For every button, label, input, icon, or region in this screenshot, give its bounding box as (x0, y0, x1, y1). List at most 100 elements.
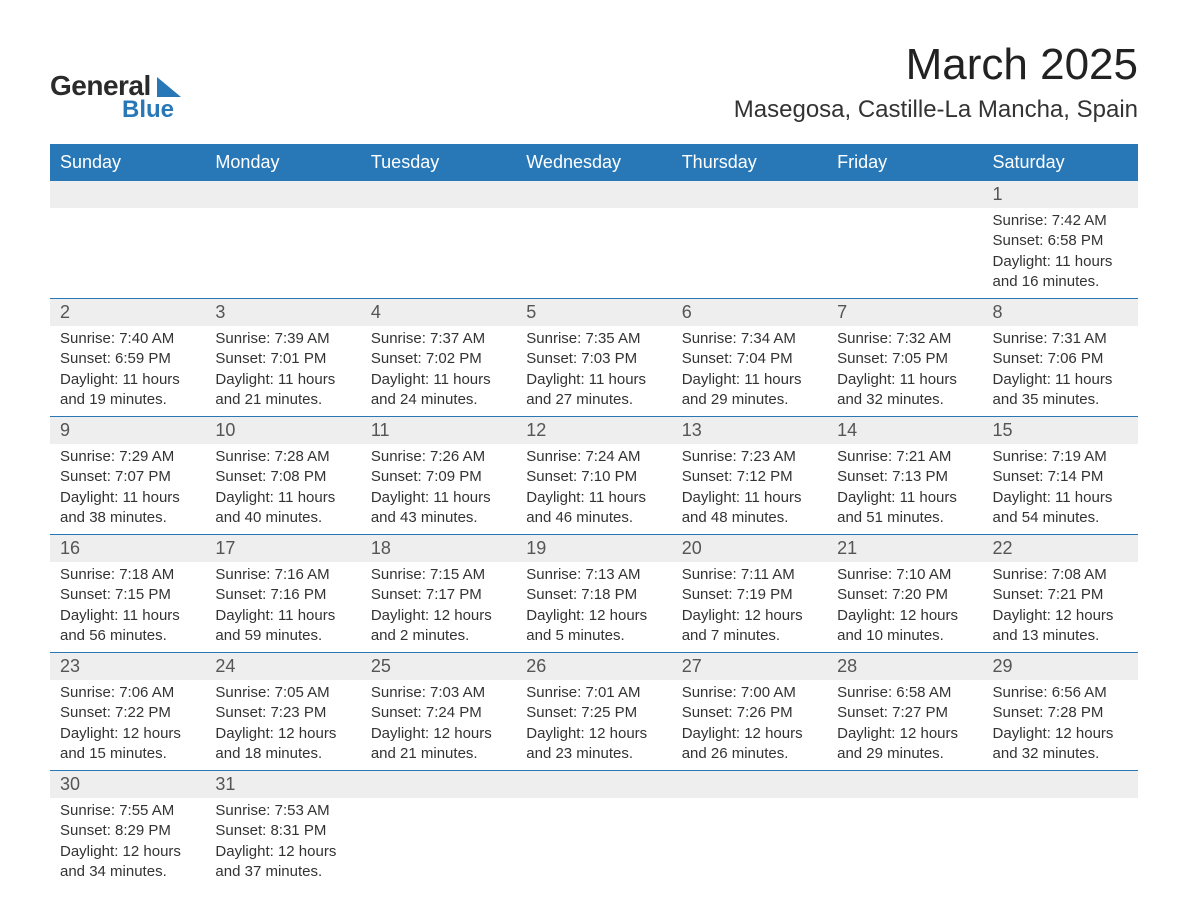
empty-day-cell (361, 771, 516, 799)
day-number: 21 (827, 535, 982, 562)
location: Masegosa, Castille-La Mancha, Spain (734, 96, 1138, 124)
empty-day-cell (205, 208, 360, 299)
day-number: 14 (827, 417, 982, 444)
day-data: Sunrise: 7:16 AMSunset: 7:16 PMDaylight:… (205, 562, 360, 652)
sunset-line: Sunset: 7:23 PM (215, 703, 350, 723)
daylight-line: Daylight: 12 hours and 7 minutes. (682, 606, 817, 647)
sunset-line: Sunset: 7:04 PM (682, 349, 817, 369)
daylight-line: Daylight: 11 hours and 19 minutes. (60, 370, 195, 411)
daylight-line: Daylight: 11 hours and 24 minutes. (371, 370, 506, 411)
day-data: Sunrise: 7:10 AMSunset: 7:20 PMDaylight:… (827, 562, 982, 652)
sunrise-line: Sunrise: 7:35 AM (526, 329, 661, 349)
sunrise-line: Sunrise: 7:03 AM (371, 683, 506, 703)
daylight-line: Daylight: 12 hours and 15 minutes. (60, 724, 195, 765)
day-number: 6 (672, 299, 827, 326)
empty-day-cell (827, 798, 982, 888)
empty-day-cell (361, 208, 516, 299)
day-data: Sunrise: 7:35 AMSunset: 7:03 PMDaylight:… (516, 326, 671, 416)
day-number: 18 (361, 535, 516, 562)
week-number-row: 23242526272829 (50, 653, 1138, 681)
day-number: 11 (361, 417, 516, 444)
day-data: Sunrise: 7:00 AMSunset: 7:26 PMDaylight:… (672, 680, 827, 770)
day-data: Sunrise: 7:03 AMSunset: 7:24 PMDaylight:… (361, 680, 516, 770)
title-block: March 2025 Masegosa, Castille-La Mancha,… (734, 40, 1138, 124)
day-data: Sunrise: 7:01 AMSunset: 7:25 PMDaylight:… (516, 680, 671, 770)
daylight-line: Daylight: 11 hours and 27 minutes. (526, 370, 661, 411)
day-number: 1 (983, 181, 1138, 208)
daylight-line: Daylight: 11 hours and 32 minutes. (837, 370, 972, 411)
sunrise-line: Sunrise: 7:28 AM (215, 447, 350, 467)
sunset-line: Sunset: 7:02 PM (371, 349, 506, 369)
empty-day-cell (672, 208, 827, 299)
sunrise-line: Sunrise: 7:29 AM (60, 447, 195, 467)
empty-day-cell (361, 181, 516, 208)
sunrise-line: Sunrise: 7:11 AM (682, 565, 817, 585)
weekday-header: Monday (205, 144, 360, 181)
sunrise-line: Sunrise: 7:32 AM (837, 329, 972, 349)
day-number: 22 (983, 535, 1138, 562)
sunset-line: Sunset: 7:24 PM (371, 703, 506, 723)
daylight-line: Daylight: 12 hours and 23 minutes. (526, 724, 661, 765)
sunrise-line: Sunrise: 7:34 AM (682, 329, 817, 349)
sunset-line: Sunset: 7:20 PM (837, 585, 972, 605)
daylight-line: Daylight: 12 hours and 13 minutes. (993, 606, 1128, 647)
day-data: Sunrise: 7:53 AMSunset: 8:31 PMDaylight:… (205, 798, 360, 888)
empty-day-cell (205, 181, 360, 208)
sunrise-line: Sunrise: 7:53 AM (215, 801, 350, 821)
day-data: Sunrise: 7:19 AMSunset: 7:14 PMDaylight:… (983, 444, 1138, 534)
day-number: 16 (50, 535, 205, 562)
daylight-line: Daylight: 12 hours and 29 minutes. (837, 724, 972, 765)
weekday-header-row: SundayMondayTuesdayWednesdayThursdayFrid… (50, 144, 1138, 181)
daylight-line: Daylight: 11 hours and 16 minutes. (993, 252, 1128, 293)
daylight-line: Daylight: 11 hours and 35 minutes. (993, 370, 1128, 411)
sunset-line: Sunset: 7:18 PM (526, 585, 661, 605)
empty-day-cell (827, 181, 982, 208)
daylight-line: Daylight: 11 hours and 56 minutes. (60, 606, 195, 647)
daylight-line: Daylight: 11 hours and 59 minutes. (215, 606, 350, 647)
daylight-line: Daylight: 11 hours and 21 minutes. (215, 370, 350, 411)
sunrise-line: Sunrise: 7:39 AM (215, 329, 350, 349)
day-number: 12 (516, 417, 671, 444)
week-data-row: Sunrise: 7:55 AMSunset: 8:29 PMDaylight:… (50, 798, 1138, 888)
sunset-line: Sunset: 7:17 PM (371, 585, 506, 605)
sunrise-line: Sunrise: 7:19 AM (993, 447, 1128, 467)
sunrise-line: Sunrise: 7:00 AM (682, 683, 817, 703)
week-data-row: Sunrise: 7:06 AMSunset: 7:22 PMDaylight:… (50, 680, 1138, 771)
sunset-line: Sunset: 7:22 PM (60, 703, 195, 723)
day-number: 28 (827, 653, 982, 680)
daylight-line: Daylight: 12 hours and 34 minutes. (60, 842, 195, 883)
sunrise-line: Sunrise: 7:37 AM (371, 329, 506, 349)
sunrise-line: Sunrise: 6:58 AM (837, 683, 972, 703)
day-number: 19 (516, 535, 671, 562)
week-number-row: 9101112131415 (50, 417, 1138, 445)
day-data: Sunrise: 7:05 AMSunset: 7:23 PMDaylight:… (205, 680, 360, 770)
daylight-line: Daylight: 12 hours and 18 minutes. (215, 724, 350, 765)
day-data: Sunrise: 7:42 AMSunset: 6:58 PMDaylight:… (983, 208, 1138, 298)
day-number: 24 (205, 653, 360, 680)
daylight-line: Daylight: 12 hours and 21 minutes. (371, 724, 506, 765)
sunrise-line: Sunrise: 7:23 AM (682, 447, 817, 467)
day-data: Sunrise: 7:26 AMSunset: 7:09 PMDaylight:… (361, 444, 516, 534)
day-data: Sunrise: 7:21 AMSunset: 7:13 PMDaylight:… (827, 444, 982, 534)
logo-text-blue: Blue (122, 96, 174, 124)
week-number-row: 16171819202122 (50, 535, 1138, 563)
day-data: Sunrise: 7:15 AMSunset: 7:17 PMDaylight:… (361, 562, 516, 652)
daylight-line: Daylight: 12 hours and 32 minutes. (993, 724, 1128, 765)
sunset-line: Sunset: 7:15 PM (60, 585, 195, 605)
day-number: 7 (827, 299, 982, 326)
weekday-header: Tuesday (361, 144, 516, 181)
weekday-header: Saturday (983, 144, 1138, 181)
daylight-line: Daylight: 11 hours and 48 minutes. (682, 488, 817, 529)
day-number: 15 (983, 417, 1138, 444)
sunrise-line: Sunrise: 7:55 AM (60, 801, 195, 821)
sunset-line: Sunset: 7:06 PM (993, 349, 1128, 369)
day-data: Sunrise: 7:37 AMSunset: 7:02 PMDaylight:… (361, 326, 516, 416)
sunrise-line: Sunrise: 7:42 AM (993, 211, 1128, 231)
day-data: Sunrise: 7:28 AMSunset: 7:08 PMDaylight:… (205, 444, 360, 534)
sunset-line: Sunset: 7:12 PM (682, 467, 817, 487)
day-data: Sunrise: 7:40 AMSunset: 6:59 PMDaylight:… (50, 326, 205, 416)
empty-day-cell (516, 208, 671, 299)
sunrise-line: Sunrise: 7:15 AM (371, 565, 506, 585)
day-number: 9 (50, 417, 205, 444)
empty-day-cell (516, 798, 671, 888)
